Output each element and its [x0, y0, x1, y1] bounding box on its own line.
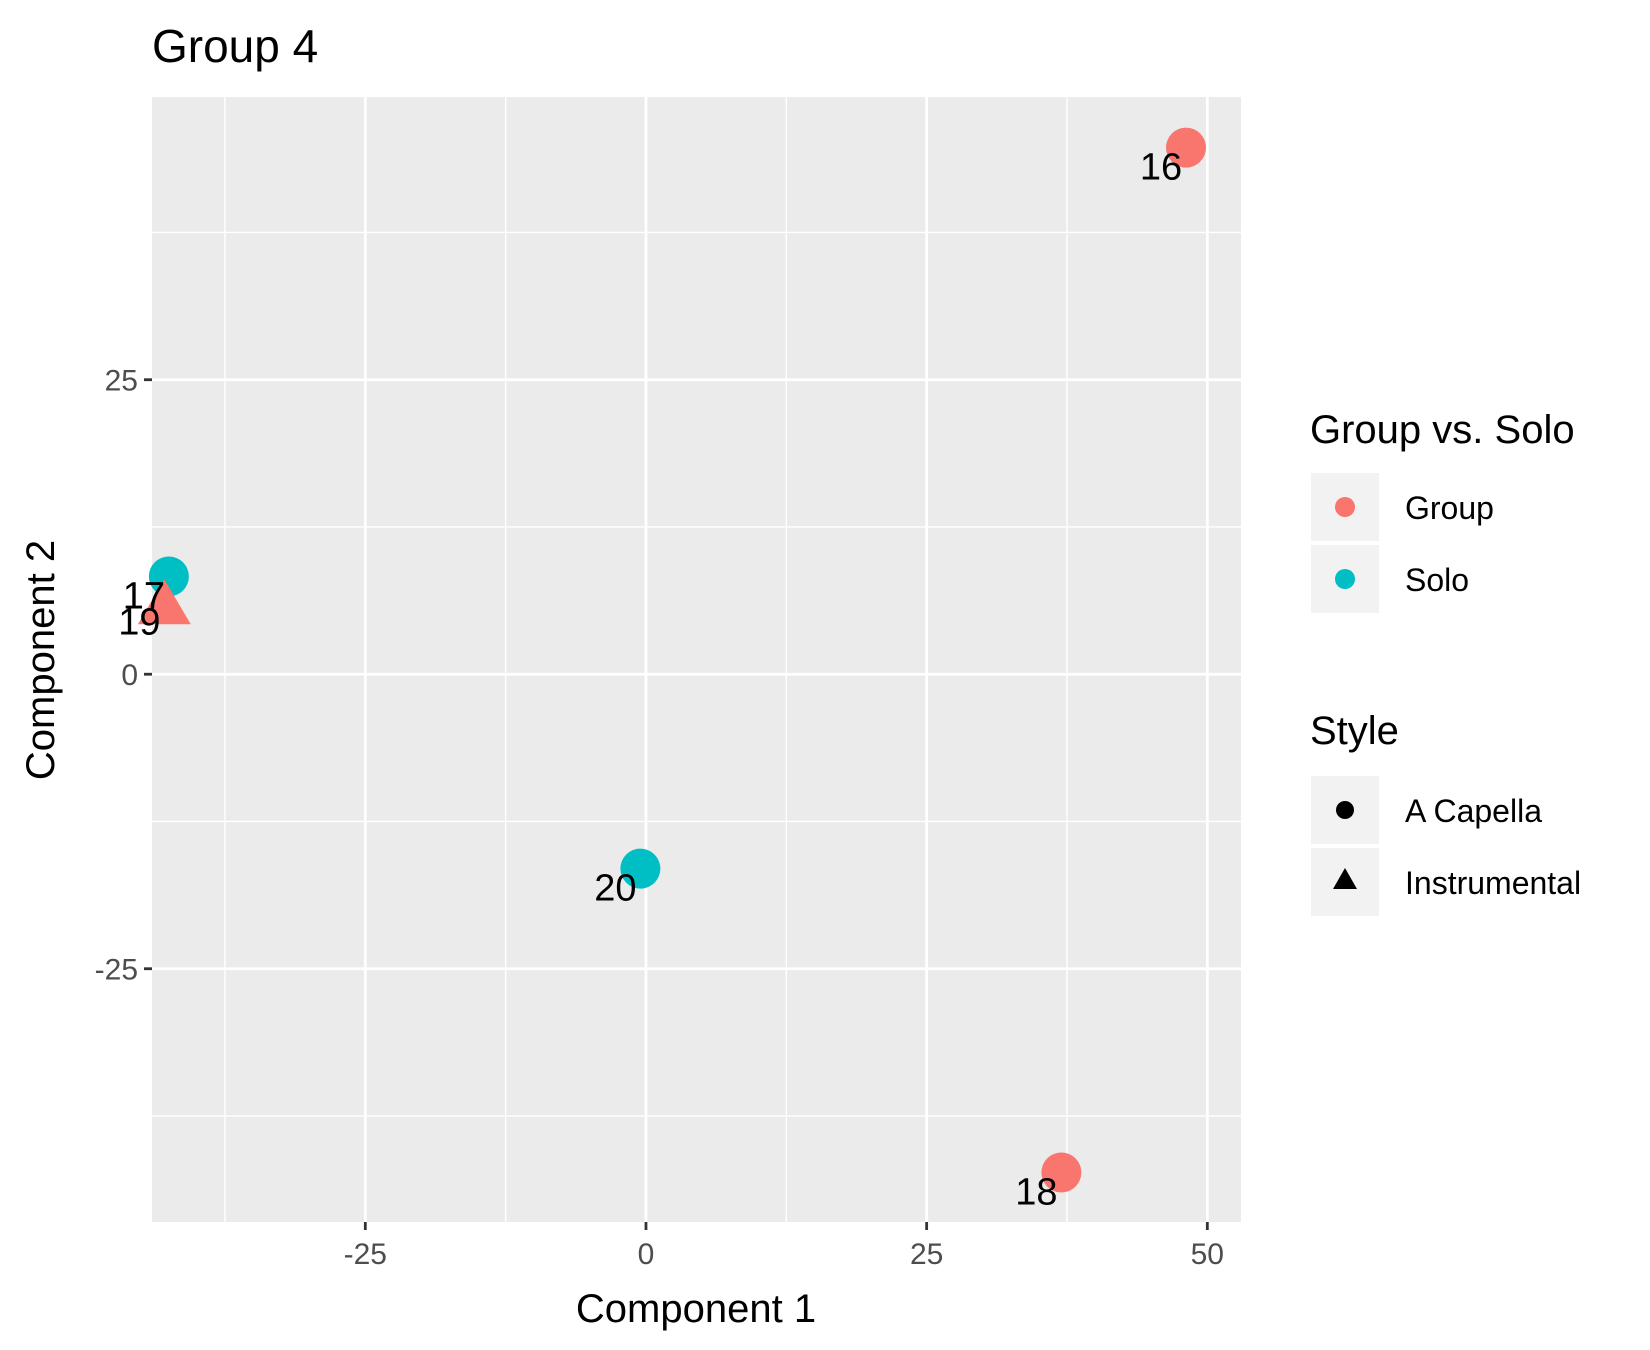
y-axis: -25 0 25: [95, 365, 152, 987]
data-point: [1165, 127, 1206, 168]
y-tick-label: 25: [105, 365, 138, 398]
point-label: 17: [123, 575, 165, 617]
y-tick-label: -25: [95, 954, 138, 987]
legend-key-circle: [1336, 801, 1354, 819]
point-label: 18: [1015, 1172, 1057, 1214]
grid-minor: [152, 97, 1241, 1222]
x-tick-label: 0: [638, 1238, 655, 1271]
legend-key-solo: [1335, 569, 1355, 589]
x-tick-label: 50: [1191, 1238, 1224, 1271]
point-labels: 16 17 18 19 20: [118, 147, 1182, 1214]
y-axis-title: Component 2: [19, 540, 63, 780]
legend-label-group: Group: [1405, 490, 1494, 526]
data-points: [137, 127, 1206, 1193]
point-label: 16: [1140, 147, 1182, 189]
legend-key-triangle: [1333, 868, 1357, 889]
y-tick-label: 0: [121, 659, 138, 692]
grid-major: [152, 97, 1241, 1222]
point-label: 20: [594, 868, 636, 910]
data-point: [620, 848, 661, 889]
data-point-triangle: [137, 579, 191, 625]
legend-color-title: Group vs. Solo: [1310, 408, 1575, 452]
legend-label-instrumental: Instrumental: [1405, 865, 1581, 901]
legend-shape-title: Style: [1310, 709, 1399, 753]
data-point: [148, 556, 189, 597]
x-tick-label: -25: [344, 1238, 387, 1271]
x-axis: -25 0 25 50: [344, 1222, 1224, 1271]
data-point: [1041, 1152, 1082, 1193]
legend-key-group: [1335, 497, 1355, 517]
point-label: 19: [118, 601, 160, 643]
legend-label-solo: Solo: [1405, 562, 1469, 598]
legend-color: Group vs. Solo Group Solo: [1310, 408, 1575, 613]
legend-shape: Style A Capella Instrumental: [1310, 709, 1581, 916]
x-tick-label: 25: [910, 1238, 943, 1271]
x-axis-title: Component 1: [576, 1287, 816, 1331]
chart-title: Group 4: [152, 20, 318, 72]
legend-label-a-capella: A Capella: [1405, 793, 1542, 829]
plot-panel: [152, 97, 1241, 1222]
